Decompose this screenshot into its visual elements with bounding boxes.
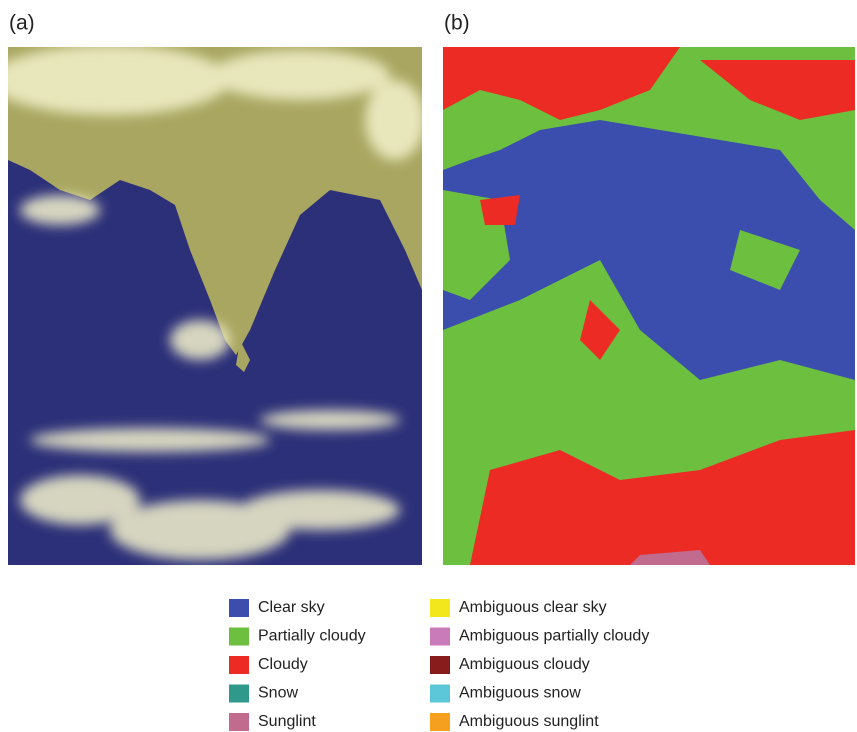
legend-swatch xyxy=(229,599,249,617)
legend-swatch xyxy=(430,628,450,646)
panel-label: (b) xyxy=(444,12,470,35)
legend-label: Ambiguous snow xyxy=(459,685,581,702)
legend-label: Ambiguous clear sky xyxy=(459,599,607,616)
legend-swatch xyxy=(430,685,450,703)
legend-swatch xyxy=(229,656,249,674)
legend: Clear sky Partially cloudy Cloudy Snow Sungl… xyxy=(229,599,649,731)
satellite-image xyxy=(0,45,425,565)
legend-label: Partially cloudy xyxy=(258,628,366,645)
legend-label: Clear sky xyxy=(258,599,325,616)
legend-swatch xyxy=(430,599,450,617)
legend-label: Snow xyxy=(258,685,298,702)
legend-swatch xyxy=(229,628,249,646)
legend-label: Sunglint xyxy=(258,713,316,730)
legend-swatch xyxy=(430,713,450,731)
legend-label: Ambiguous sunglint xyxy=(459,713,599,730)
legend-swatch xyxy=(229,685,249,703)
panel-label: (a) xyxy=(9,12,35,35)
legend-swatch xyxy=(430,656,450,674)
classification-map xyxy=(443,47,855,565)
legend-swatch xyxy=(229,713,249,731)
figure: (a) (b) xyxy=(0,0,857,732)
legend-label: Ambiguous partially cloudy xyxy=(459,628,649,645)
legend-label: Ambiguous cloudy xyxy=(459,656,590,673)
legend-label: Cloudy xyxy=(258,656,308,673)
